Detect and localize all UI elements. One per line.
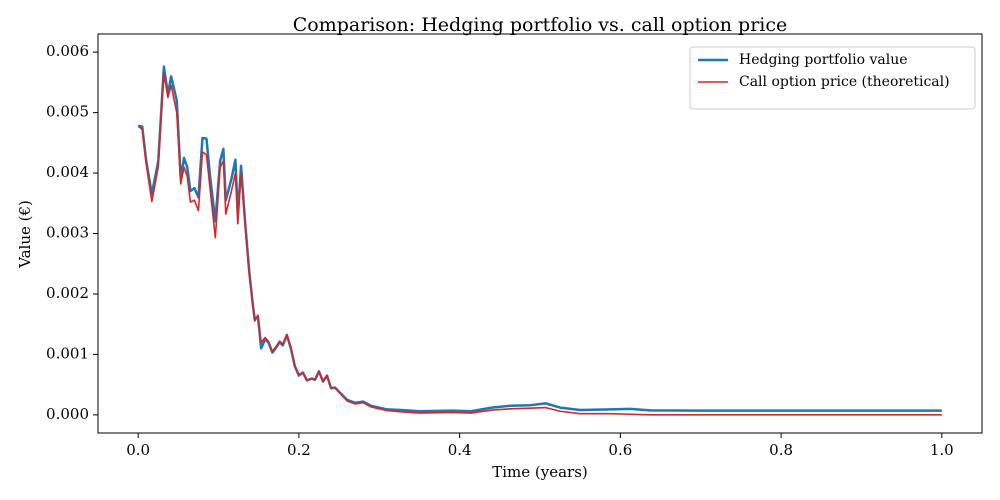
x-tick-label: 0.4 bbox=[448, 441, 472, 459]
y-tick-label: 0.004 bbox=[46, 163, 89, 181]
x-axis-label: Time (years) bbox=[492, 463, 588, 481]
y-tick-label: 0.005 bbox=[46, 103, 89, 121]
y-tick-label: 0.000 bbox=[46, 405, 89, 423]
series-line bbox=[137, 65, 942, 413]
y-tick-label: 0.006 bbox=[46, 42, 89, 60]
x-tick-label: 0.2 bbox=[287, 441, 311, 459]
y-tick-label: 0.003 bbox=[46, 224, 89, 242]
x-tick-label: 0.0 bbox=[126, 441, 150, 459]
y-axis-label: Value (€) bbox=[16, 200, 34, 269]
legend-label: Call option price (theoretical) bbox=[739, 74, 950, 90]
x-tick-label: 1.0 bbox=[930, 441, 954, 459]
legend-box bbox=[689, 46, 976, 110]
y-tick-label: 0.002 bbox=[46, 284, 89, 302]
chart-title: Comparison: Hedging portfolio vs. call o… bbox=[293, 14, 788, 36]
legend-label: Hedging portfolio value bbox=[739, 52, 908, 68]
y-tick-label: 0.001 bbox=[46, 344, 89, 362]
x-tick-label: 0.8 bbox=[769, 441, 793, 459]
series-line bbox=[137, 72, 942, 416]
x-tick-label: 0.6 bbox=[608, 441, 632, 459]
